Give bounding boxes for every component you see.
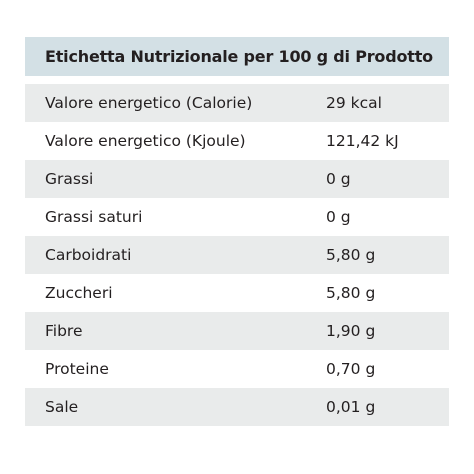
table-row: Carboidrati 5,80 g: [25, 236, 449, 274]
nutrient-value: 5,80 g: [326, 284, 376, 302]
nutrient-name: Fibre: [45, 322, 83, 340]
nutrient-name: Grassi saturi: [45, 208, 143, 226]
nutrient-name: Valore energetico (Kjoule): [45, 132, 246, 150]
table-row: Proteine 0,70 g: [25, 350, 449, 388]
nutrient-name: Valore energetico (Calorie): [45, 94, 253, 112]
table-row: Grassi saturi 0 g: [25, 198, 449, 236]
nutrient-name: Zuccheri: [45, 284, 113, 302]
nutrient-value: 121,42 kJ: [326, 132, 399, 150]
table: Valore energetico (Calorie) 29 kcal Valore…: [25, 84, 449, 426]
table-title: Etichetta Nutrizionale per 100 g di Prod…: [25, 37, 449, 76]
nutrient-value: 1,90 g: [326, 322, 376, 340]
nutrient-name: Proteine: [45, 360, 109, 378]
nutrient-value: 0,70 g: [326, 360, 376, 378]
table-row: Grassi 0 g: [25, 160, 449, 198]
nutrient-value: 29 kcal: [326, 94, 382, 112]
table-row: Fibre 1,90 g: [25, 312, 449, 350]
table-row: Zuccheri 5,80 g: [25, 274, 449, 312]
table-row: Sale 0,01 g: [25, 388, 449, 426]
nutrient-value: 0,01 g: [326, 398, 376, 416]
nutrient-value: 0 g: [326, 170, 351, 188]
table-row: Valore energetico (Kjoule) 121,42 kJ: [25, 122, 449, 160]
nutrient-value: 0 g: [326, 208, 351, 226]
table-row: Valore energetico (Calorie) 29 kcal: [25, 84, 449, 122]
nutrient-value: 5,80 g: [326, 246, 376, 264]
nutrient-name: Grassi: [45, 170, 94, 188]
nutrient-name: Carboidrati: [45, 246, 132, 264]
nutrient-name: Sale: [45, 398, 79, 416]
